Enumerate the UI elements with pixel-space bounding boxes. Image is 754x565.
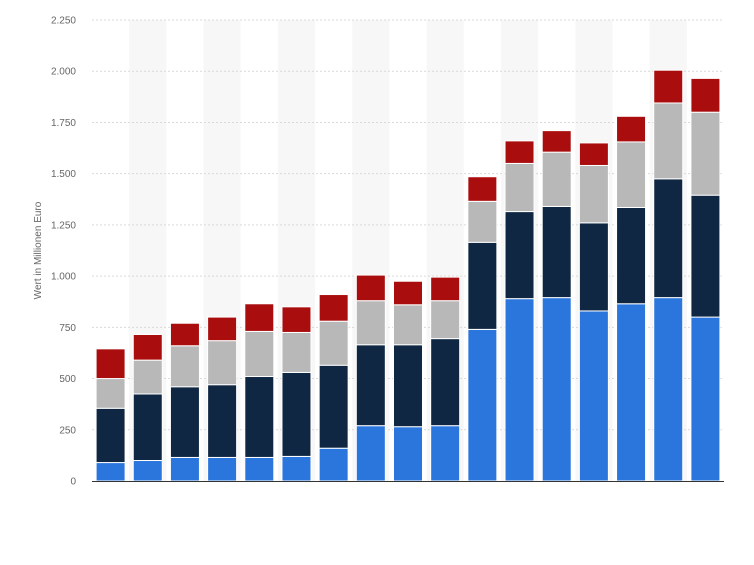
bar-segment <box>132 359 163 395</box>
bar-segment <box>355 425 386 482</box>
bar-segment <box>578 142 609 166</box>
bar-segment <box>95 462 126 482</box>
bar-segment <box>393 344 423 428</box>
bar-segment <box>504 140 535 164</box>
bar-segment <box>169 386 200 458</box>
y-tick-label: 500 <box>59 374 76 385</box>
bar-segment <box>653 102 684 180</box>
y-tick-label: 1.750 <box>51 118 76 129</box>
bar-segment <box>430 300 461 340</box>
bar-segment <box>207 340 238 386</box>
bar-segment <box>169 322 200 347</box>
y-tick-label: 2.250 <box>51 16 76 27</box>
bar-segment <box>467 200 498 243</box>
y-tick-label: 1.500 <box>51 169 76 180</box>
bar-segment <box>616 141 647 208</box>
bar-segment <box>169 456 200 482</box>
y-tick-label: 0 <box>70 477 76 488</box>
bar-segment <box>616 206 647 305</box>
y-tick-label: 1.000 <box>51 272 76 283</box>
bar-segment <box>132 393 163 462</box>
bar-segment <box>281 455 312 482</box>
bar-segment <box>430 425 461 482</box>
bar-segment <box>132 334 163 361</box>
bar-segment <box>653 69 684 104</box>
bar-segment <box>207 316 238 342</box>
bar-segment <box>355 300 386 346</box>
bar-segment <box>578 310 609 482</box>
bar-segment <box>169 345 200 388</box>
y-tick-label: 1.250 <box>51 220 76 231</box>
bar-segment <box>578 222 609 312</box>
bar-segment <box>541 205 572 299</box>
y-axis: 0 250 500 750 1.000 1.250 1.500 1.750 2.000 2.250 <box>51 16 76 488</box>
bar-segment <box>504 162 535 213</box>
bar-segment <box>541 130 572 153</box>
bar-segment <box>355 344 386 427</box>
bar-segment <box>318 447 349 482</box>
bar-segment <box>207 456 238 482</box>
bar-segment <box>95 378 126 409</box>
bar-segment <box>653 297 684 482</box>
bar-segment <box>318 320 349 366</box>
bar-segment <box>281 306 312 333</box>
bar-segment <box>430 338 461 427</box>
bar-segment <box>690 316 721 482</box>
bar-segment <box>653 178 684 299</box>
bar-segment <box>578 164 609 224</box>
bar-segment <box>504 211 535 300</box>
bar-segment <box>430 276 461 302</box>
bar-segment <box>504 298 535 482</box>
y-tick-label: 750 <box>59 323 76 334</box>
bar-segment <box>616 115 647 143</box>
bar-segment <box>467 241 498 330</box>
bar-segment <box>690 111 721 196</box>
bar-segment <box>467 176 498 202</box>
bar-segment <box>244 456 275 482</box>
bar-segment <box>393 304 423 346</box>
bar-segment <box>244 303 275 332</box>
bar-segment <box>355 274 386 302</box>
bar-segment <box>95 348 126 380</box>
bar-segment <box>393 426 423 482</box>
y-tick-label: 250 <box>59 425 76 436</box>
bar-segment <box>132 460 163 482</box>
bar-segment <box>95 407 126 464</box>
bar-segment <box>244 330 275 378</box>
bar-segment <box>318 364 349 449</box>
bar-segment <box>281 371 312 457</box>
bar-segment <box>690 77 721 113</box>
bar-segment <box>616 303 647 482</box>
bar-segment <box>244 376 275 458</box>
bar-segment <box>393 280 423 306</box>
bar-segment <box>281 331 312 373</box>
bar-segment <box>207 384 238 458</box>
bars <box>95 69 721 482</box>
bar-segment <box>690 194 721 318</box>
bar-segment <box>541 297 572 482</box>
y-tick-label: 2.000 <box>51 67 76 78</box>
bar-segment <box>318 294 349 322</box>
bar-segment <box>467 328 498 482</box>
bar-segment <box>541 151 572 207</box>
y-axis-label: Wert in Millionen Euro <box>33 201 44 299</box>
